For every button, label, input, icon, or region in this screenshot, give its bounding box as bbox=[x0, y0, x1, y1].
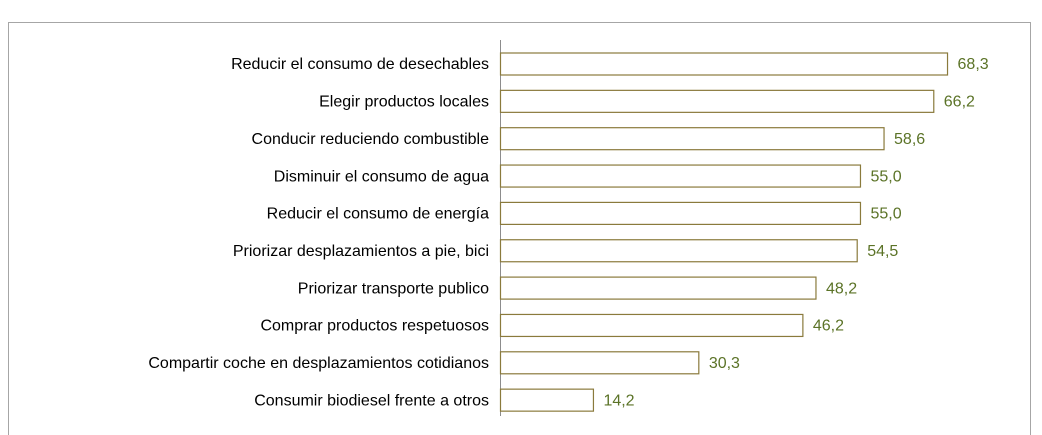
category-label: Priorizar transporte publico bbox=[298, 280, 489, 297]
value-label: 58,6 bbox=[894, 131, 925, 148]
value-label: 68,3 bbox=[958, 56, 989, 73]
category-label: Comprar productos respetuosos bbox=[260, 318, 489, 335]
category-label: Disminuir el consumo de agua bbox=[274, 168, 489, 185]
category-label: Conducir reduciendo combustible bbox=[252, 131, 490, 148]
value-label: 46,2 bbox=[813, 318, 844, 335]
bar bbox=[499, 201, 862, 225]
value-label: 66,2 bbox=[944, 94, 975, 111]
bar bbox=[499, 239, 858, 263]
bar bbox=[499, 52, 949, 76]
value-label: 55,0 bbox=[870, 168, 901, 185]
category-label: Reducir el consumo de desechables bbox=[231, 56, 489, 73]
category-label: Reducir el consumo de energía bbox=[267, 206, 489, 223]
value-label: 54,5 bbox=[867, 243, 898, 260]
category-label: Consumir biodiesel frente a otros bbox=[254, 392, 489, 409]
category-label: Priorizar desplazamientos a pie, bici bbox=[233, 243, 489, 260]
value-label: 48,2 bbox=[826, 280, 857, 297]
bar bbox=[499, 351, 700, 375]
value-label: 30,3 bbox=[709, 355, 740, 372]
value-label: 55,0 bbox=[870, 206, 901, 223]
bar bbox=[499, 276, 817, 300]
bar bbox=[499, 164, 862, 188]
bar bbox=[499, 313, 804, 338]
bar bbox=[499, 388, 595, 412]
bar bbox=[499, 89, 935, 113]
bar bbox=[499, 127, 885, 151]
chart-frame bbox=[8, 22, 1031, 435]
category-label: Elegir productos locales bbox=[319, 94, 489, 111]
category-label: Compartir coche en desplazamientos cotid… bbox=[148, 355, 489, 372]
value-label: 14,2 bbox=[603, 392, 634, 409]
